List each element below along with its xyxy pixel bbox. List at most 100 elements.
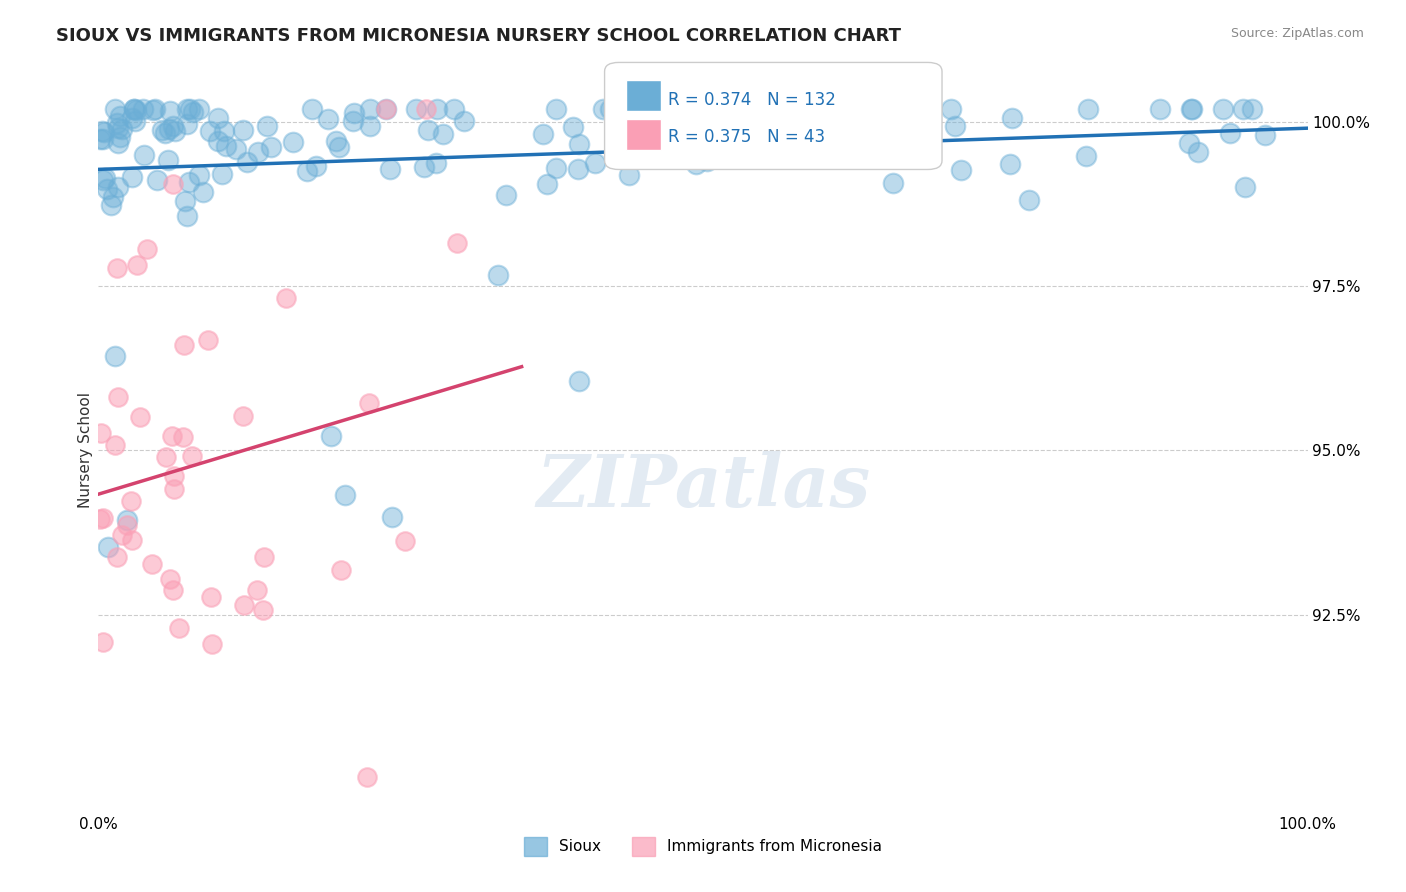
Point <box>124 113 146 128</box>
Point <box>163 468 186 483</box>
Point <box>868 102 890 116</box>
Point <box>599 102 621 116</box>
Point <box>162 177 184 191</box>
Legend: Sioux, Immigrants from Micronesia: Sioux, Immigrants from Micronesia <box>517 831 889 862</box>
Point <box>117 513 139 527</box>
Point <box>120 494 142 508</box>
Point <box>804 120 827 134</box>
Point <box>111 527 134 541</box>
Text: R = 0.374   N = 132: R = 0.374 N = 132 <box>668 91 835 109</box>
Text: ZIPatlas: ZIPatlas <box>536 451 870 522</box>
Point <box>89 132 111 146</box>
Point <box>1240 102 1263 116</box>
Point <box>453 113 475 128</box>
Point <box>432 127 454 141</box>
Point <box>183 105 205 120</box>
Point <box>128 410 150 425</box>
Point <box>426 102 449 116</box>
Point <box>132 147 155 161</box>
Point <box>174 194 197 209</box>
Point <box>415 102 437 116</box>
Point <box>281 135 304 149</box>
Point <box>236 154 259 169</box>
Point <box>256 119 278 133</box>
Point <box>162 429 184 443</box>
Point <box>90 124 112 138</box>
Point <box>173 338 195 352</box>
Point <box>146 173 169 187</box>
Point <box>330 563 353 577</box>
Point <box>536 177 558 191</box>
Point <box>212 124 235 138</box>
Point <box>950 163 973 178</box>
Point <box>104 349 127 363</box>
Point <box>125 258 148 272</box>
Point <box>122 102 145 116</box>
Point <box>121 169 143 184</box>
Point <box>101 190 124 204</box>
Point <box>176 102 198 116</box>
Point <box>105 116 128 130</box>
Point <box>177 175 200 189</box>
Point <box>544 102 567 116</box>
Point <box>425 156 447 170</box>
Point <box>1074 149 1097 163</box>
Y-axis label: Nursery School: Nursery School <box>77 392 93 508</box>
Point <box>375 102 398 116</box>
Point <box>179 102 201 116</box>
Point <box>110 122 132 136</box>
Text: SIOUX VS IMMIGRANTS FROM MICRONESIA NURSERY SCHOOL CORRELATION CHART: SIOUX VS IMMIGRANTS FROM MICRONESIA NURS… <box>56 27 901 45</box>
Point <box>211 167 233 181</box>
Point <box>274 291 297 305</box>
Point <box>685 157 707 171</box>
Point <box>1232 102 1254 116</box>
Point <box>758 102 780 116</box>
Point <box>108 130 131 145</box>
Point <box>738 102 761 116</box>
Point <box>1149 102 1171 116</box>
Point <box>884 140 907 154</box>
Point <box>333 488 356 502</box>
Point <box>357 396 380 410</box>
Point <box>325 134 347 148</box>
Point <box>1000 157 1022 171</box>
Point <box>342 114 364 128</box>
Point <box>91 634 114 648</box>
Point <box>943 119 966 133</box>
Point <box>696 153 718 168</box>
Point <box>842 102 865 116</box>
Point <box>1178 136 1201 150</box>
Point <box>107 180 129 194</box>
Point <box>617 169 640 183</box>
Point <box>567 161 589 176</box>
Point <box>343 106 366 120</box>
Point <box>295 163 318 178</box>
Point <box>567 137 589 152</box>
Point <box>380 510 402 524</box>
Point <box>162 583 184 598</box>
Point <box>107 390 129 404</box>
Text: R = 0.375   N = 43: R = 0.375 N = 43 <box>668 128 825 146</box>
Point <box>405 102 427 116</box>
Point <box>176 209 198 223</box>
Point <box>143 102 166 116</box>
Point <box>115 517 138 532</box>
Point <box>1180 102 1202 116</box>
Point <box>328 139 350 153</box>
Point <box>305 159 328 173</box>
Point <box>1018 193 1040 207</box>
Point <box>188 168 211 182</box>
Point <box>301 102 323 116</box>
Point <box>135 242 157 256</box>
Point <box>394 533 416 548</box>
Point <box>1219 126 1241 140</box>
Point <box>561 120 583 135</box>
Point <box>91 510 114 524</box>
Point <box>1212 102 1234 116</box>
Point <box>159 572 181 586</box>
Point <box>583 156 606 170</box>
Point <box>96 181 118 195</box>
Point <box>142 103 165 117</box>
Point <box>413 161 436 175</box>
Point <box>443 102 465 116</box>
